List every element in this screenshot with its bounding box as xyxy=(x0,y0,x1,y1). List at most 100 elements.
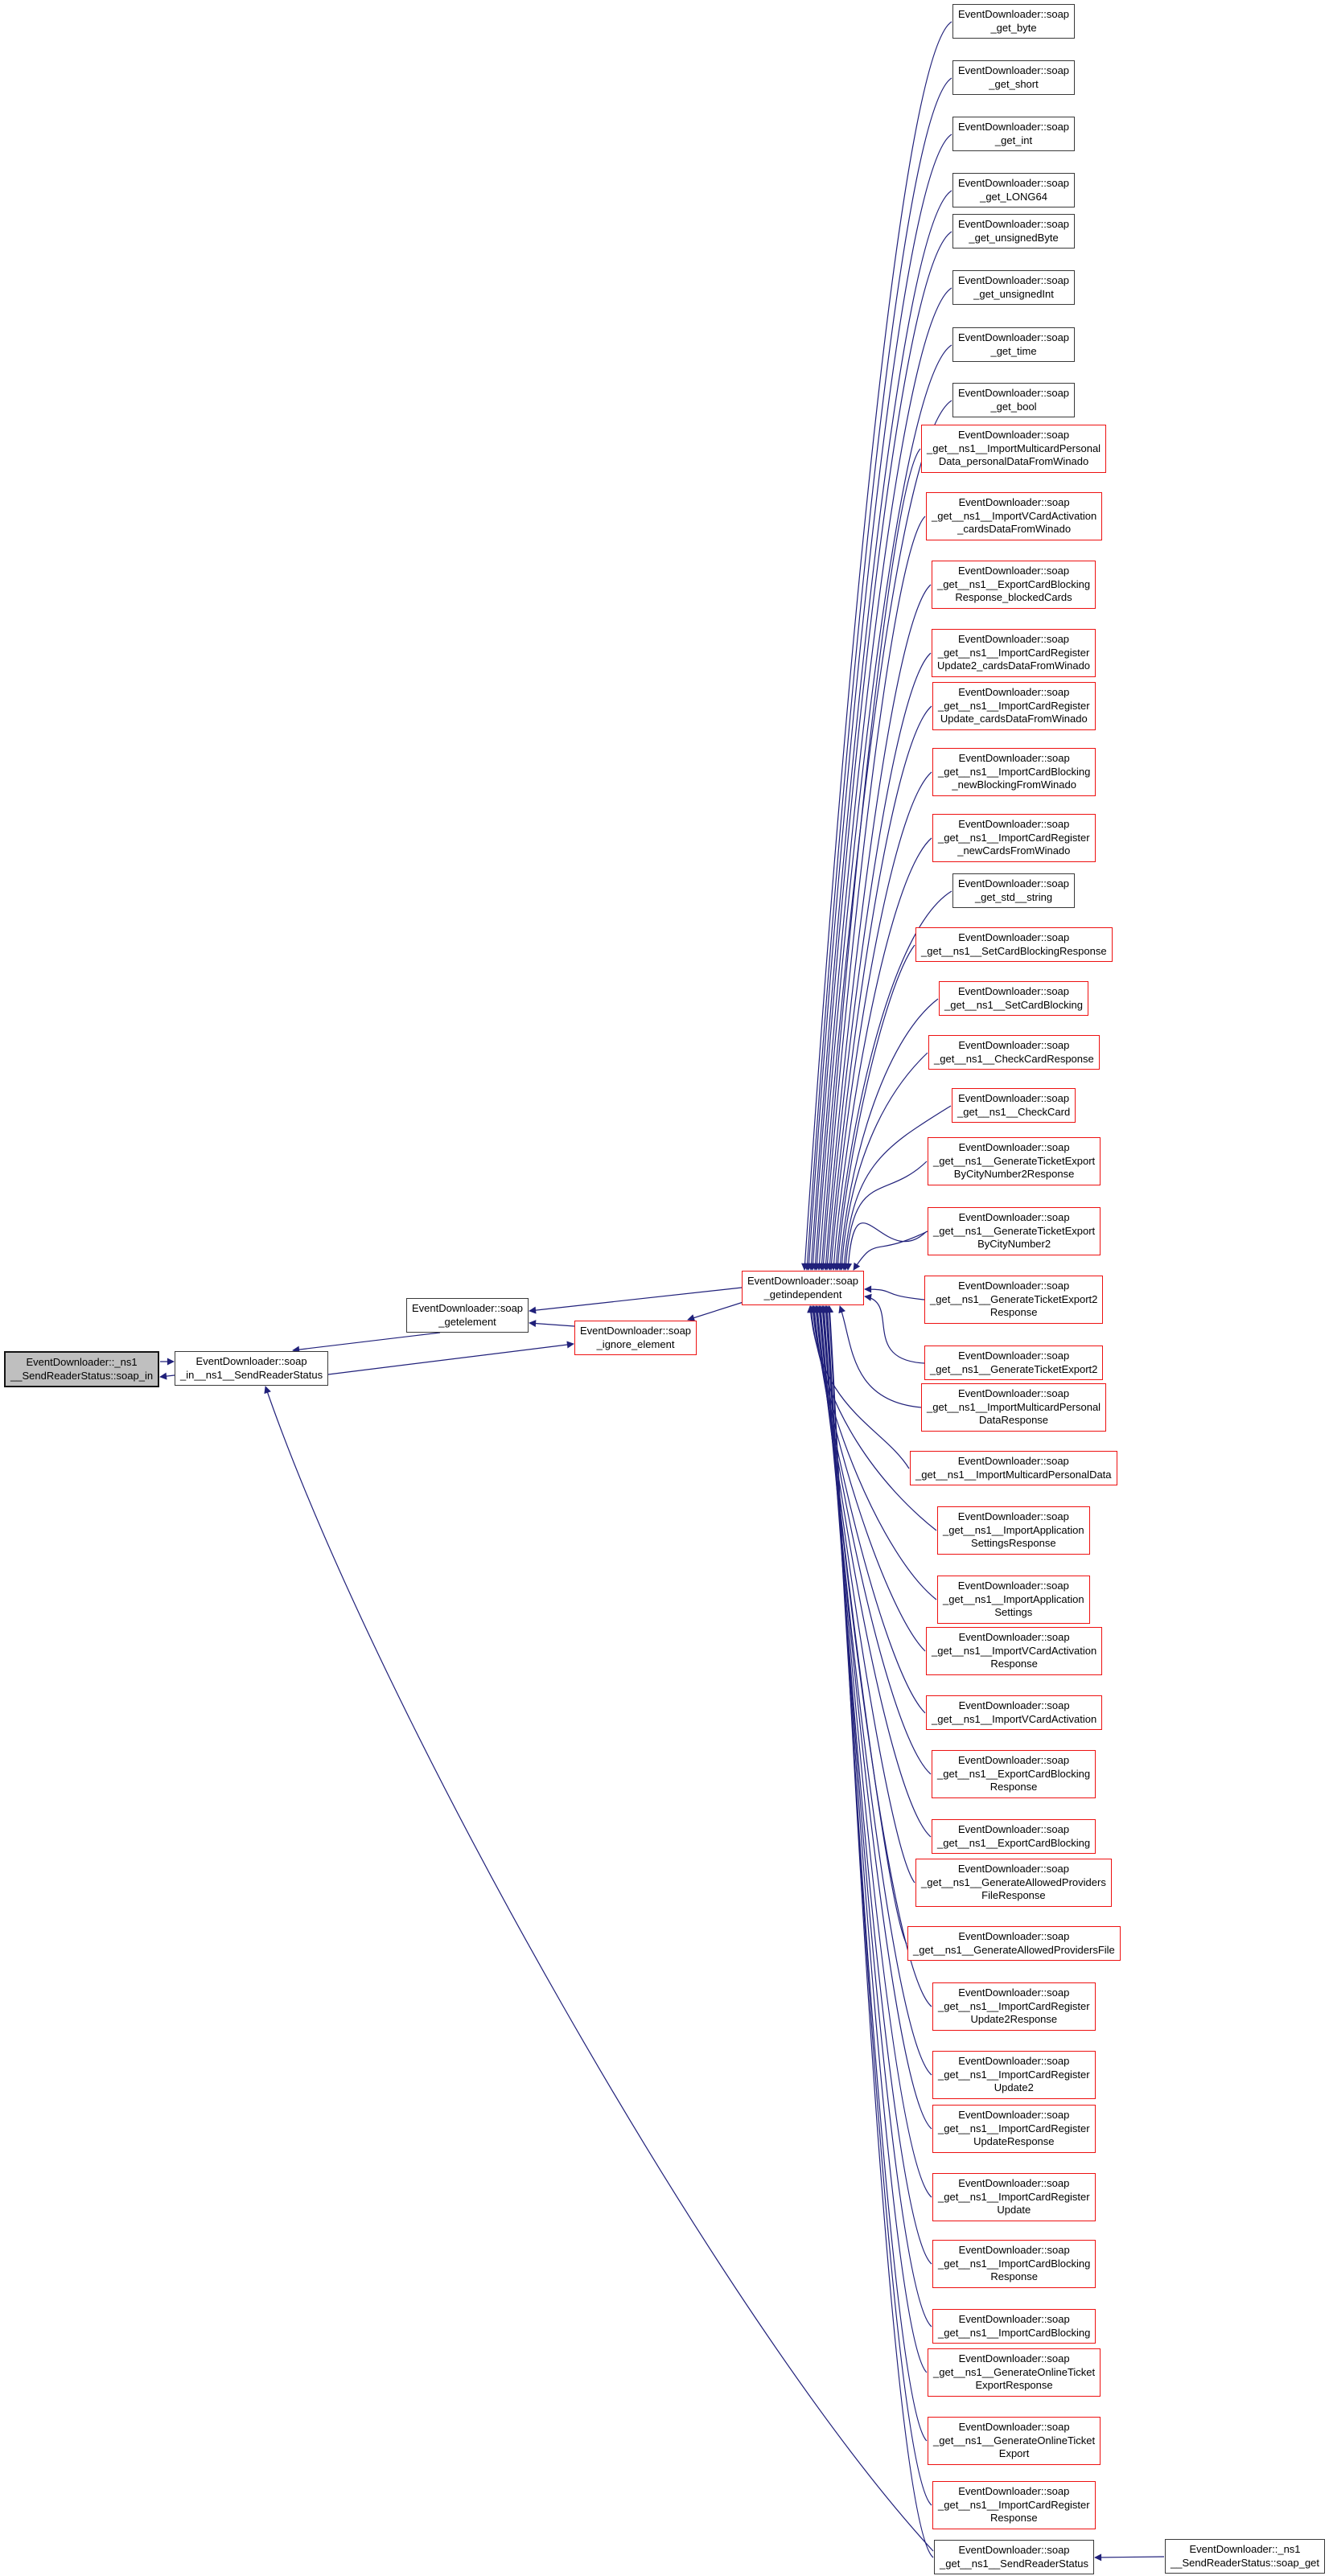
graph-node-label-line: _get__ns1__ImportMulticardPersonalData xyxy=(915,1468,1112,1481)
graph-node-label-line: _get_bool xyxy=(990,400,1037,413)
graph-node-eventdownloader-ns1-sendreaderstatus-soap-in[interactable]: EventDownloader::_ns1 __SendReaderStatus:… xyxy=(4,1351,160,1387)
graph-node-label-line: EventDownloader::soap xyxy=(958,121,1070,133)
graph-edge xyxy=(811,1305,926,1714)
graph-edge xyxy=(813,344,952,1271)
graph-edge xyxy=(805,134,952,1271)
graph-node-label-line: Settings xyxy=(994,1606,1033,1618)
graph-node-eventdownloader-soap-get-ns1-importapplicationsettings[interactable]: EventDownloader::soap _get__ns1__ImportAp… xyxy=(937,1576,1090,1624)
graph-node-label-line: _get__ns1__GenerateTicketExport xyxy=(933,1154,1096,1167)
graph-node-eventdownloader-soap-getindependent[interactable]: EventDownloader::soap _getindependent xyxy=(742,1271,865,1305)
graph-node-eventdownloader-soap-get-unsignedint[interactable]: EventDownloader::soap _get_unsignedInt xyxy=(952,270,1076,305)
graph-node-label-line: _get__ns1__ImportCardBlocking xyxy=(938,2326,1091,2339)
graph-node-label-line: EventDownloader::soap xyxy=(958,429,1070,441)
graph-edge xyxy=(825,1305,932,2506)
graph-node-eventdownloader-soap-get-ns1-generateonlineticketexportresponse[interactable]: EventDownloader::soap _get__ns1__Generate… xyxy=(928,2348,1101,2397)
graph-node-eventdownloader-soap-get-ns1-importvcardactivationresponse[interactable]: EventDownloader::soap _get__ns1__ImportVC… xyxy=(926,1627,1103,1675)
graph-node-eventdownloader-soap-get-ns1-importvcardactivation-cardsdatafromwinado[interactable]: EventDownloader::soap _get__ns1__ImportVC… xyxy=(926,492,1103,540)
graph-node-eventdownloader-soap-get-ns1-exportcardblockingresponse[interactable]: EventDownloader::soap _get__ns1__ExportCa… xyxy=(932,1750,1096,1798)
graph-node-label-line: EventDownloader::soap xyxy=(958,2544,1070,2556)
graph-node-eventdownloader-soap-get-ns1-exportcardblocking[interactable]: EventDownloader::soap _get__ns1__ExportCa… xyxy=(932,1819,1096,1854)
graph-node-label-line: EventDownloader::soap xyxy=(958,1699,1070,1711)
graph-node-eventdownloader-soap-get-time[interactable]: EventDownloader::soap _get_time xyxy=(952,327,1076,362)
graph-node-eventdownloader-ns1-sendreaderstatus-soap-get[interactable]: EventDownloader::_ns1 __SendReaderStatus:… xyxy=(1165,2539,1326,2574)
graph-edge xyxy=(529,1320,575,1328)
graph-edge xyxy=(853,1230,928,1271)
graph-node-eventdownloader-soap-get-ns1-generateticketexportbycitynumber2[interactable]: EventDownloader::soap _get__ns1__Generate… xyxy=(928,1207,1101,1255)
graph-node-eventdownloader-soap-get-ns1-importcardregister-newcardsfromwinado[interactable]: EventDownloader::soap _get__ns1__ImportCa… xyxy=(932,814,1096,862)
graph-node-label-line: _get_LONG64 xyxy=(980,190,1047,203)
graph-node-eventdownloader-soap-get-int[interactable]: EventDownloader::soap _get_int xyxy=(952,117,1076,151)
graph-node-label-line: _newBlockingFromWinado xyxy=(952,779,1076,791)
graph-node-eventdownloader-soap-get-ns1-generateticketexport2response[interactable]: EventDownloader::soap _get__ns1__Generate… xyxy=(924,1276,1104,1324)
graph-node-eventdownloader-soap-get-ns1-generateticketexport2[interactable]: EventDownloader::soap _get__ns1__Generate… xyxy=(924,1346,1104,1380)
graph-node-label-line: _get__ns1__ImportCardRegister xyxy=(938,831,1090,844)
graph-node-label-line: _get__ns1__ImportVCardActivation xyxy=(932,1644,1097,1657)
graph-node-eventdownloader-soap-get-ns1-sendreaderstatus[interactable]: EventDownloader::soap _get__ns1__SendRead… xyxy=(934,2540,1095,2574)
graph-node-eventdownloader-soap-get-ns1-generateallowedprovidersfile[interactable]: EventDownloader::soap _get__ns1__Generate… xyxy=(907,1926,1121,1961)
graph-node-eventdownloader-soap-get-ns1-generateallowedprovidersfileresponse[interactable]: EventDownloader::soap _get__ns1__Generate… xyxy=(915,1859,1112,1907)
graph-node-eventdownloader-soap-in-ns1-sendreaderstatus[interactable]: EventDownloader::soap _in__ns1__SendReade… xyxy=(175,1351,329,1386)
graph-node-eventdownloader-soap-get-ns1-importcardregisterupdate[interactable]: EventDownloader::soap _get__ns1__ImportCa… xyxy=(932,2173,1096,2221)
graph-node-label-line: EventDownloader::soap xyxy=(747,1275,859,1287)
graph-node-eventdownloader-soap-get-ns1-generateticketexportbycitynumber2response[interactable]: EventDownloader::soap _get__ns1__Generate… xyxy=(928,1137,1101,1185)
graph-node-eventdownloader-soap-get-long64[interactable]: EventDownloader::soap _get_LONG64 xyxy=(952,173,1076,207)
graph-node-eventdownloader-soap-get-ns1-generateonlineticketexport[interactable]: EventDownloader::soap _get__ns1__Generate… xyxy=(928,2417,1101,2465)
graph-node-label-line: _get__ns1__GenerateTicketExport xyxy=(933,1224,1096,1237)
graph-node-eventdownloader-soap-get-ns1-importmulticardpersonaldata-personaldatafromwinado[interactable]: EventDownloader::soap _get__ns1__ImportMu… xyxy=(921,425,1107,473)
graph-node-eventdownloader-soap-get-ns1-checkcardresponse[interactable]: EventDownloader::soap _get__ns1__CheckCar… xyxy=(928,1035,1100,1070)
graph-node-eventdownloader-soap-get-std-string[interactable]: EventDownloader::soap _get_std__string xyxy=(952,873,1076,908)
graph-node-label-line: EventDownloader::soap xyxy=(958,931,1070,943)
graph-node-label-line: _get__ns1__ImportCardRegister xyxy=(937,646,1090,659)
graph-node-eventdownloader-soap-ignore-element[interactable]: EventDownloader::soap _ignore_element xyxy=(574,1321,697,1355)
graph-node-label-line: EventDownloader::soap xyxy=(958,1280,1070,1292)
graph-edge xyxy=(814,1305,915,1884)
graph-node-eventdownloader-soap-get-ns1-importcardregisterupdate2response[interactable]: EventDownloader::soap _get__ns1__ImportCa… xyxy=(932,1982,1096,2031)
graph-node-eventdownloader-soap-get-ns1-importvcardactivation[interactable]: EventDownloader::soap _get__ns1__ImportVC… xyxy=(926,1695,1103,1730)
graph-node-label-line: EventDownloader::soap xyxy=(958,1211,1070,1223)
graph-node-eventdownloader-soap-get-ns1-importcardregisterupdateresponse[interactable]: EventDownloader::soap _get__ns1__ImportCa… xyxy=(932,2105,1096,2153)
graph-edge xyxy=(828,771,932,1271)
graph-node-label-line: _get__ns1__ImportApplication xyxy=(943,1592,1084,1605)
graph-node-eventdownloader-soap-get-ns1-importmulticardpersonaldata[interactable]: EventDownloader::soap _get__ns1__ImportMu… xyxy=(910,1451,1117,1485)
graph-node-eventdownloader-soap-get-ns1-importcardregisterresponse[interactable]: EventDownloader::soap _get__ns1__ImportCa… xyxy=(932,2481,1096,2529)
graph-node-eventdownloader-soap-get-short[interactable]: EventDownloader::soap _get_short xyxy=(952,60,1076,95)
graph-edge xyxy=(264,1386,934,2552)
graph-node-eventdownloader-soap-getelement[interactable]: EventDownloader::soap _getelement xyxy=(406,1298,529,1333)
graph-node-label-line: _get__ns1__ImportCardRegister xyxy=(938,2068,1090,2081)
graph-node-eventdownloader-soap-get-ns1-importmulticardpersonaldataresponse[interactable]: EventDownloader::soap _get__ns1__ImportMu… xyxy=(921,1383,1107,1432)
graph-node-eventdownloader-soap-get-ns1-setcardblocking[interactable]: EventDownloader::soap _get__ns1__SetCardB… xyxy=(939,981,1089,1016)
graph-node-eventdownloader-soap-get-byte[interactable]: EventDownloader::soap _get_byte xyxy=(952,4,1076,39)
graph-node-label-line: EventDownloader::soap xyxy=(958,496,1070,508)
graph-node-label-line: EventDownloader::soap xyxy=(958,1039,1070,1051)
graph-node-eventdownloader-soap-get-ns1-importcardregisterupdate2[interactable]: EventDownloader::soap _get__ns1__ImportCa… xyxy=(932,2051,1096,2099)
graph-node-label-line: EventDownloader::soap xyxy=(958,331,1070,343)
graph-node-label-line: _get__ns1__ImportCardRegister xyxy=(938,2190,1090,2203)
graph-node-eventdownloader-soap-get-ns1-exportcardblockingresponse-blockedcards[interactable]: EventDownloader::soap _get__ns1__ExportCa… xyxy=(932,561,1096,609)
graph-node-label-line: _get__ns1__ImportCardRegister xyxy=(938,2498,1090,2511)
graph-edge xyxy=(838,1305,922,1408)
graph-node-eventdownloader-soap-get-ns1-importcardblocking[interactable]: EventDownloader::soap _get__ns1__ImportCa… xyxy=(932,2309,1096,2344)
graph-node-label-line: EventDownloader::soap xyxy=(412,1302,524,1314)
graph-node-eventdownloader-soap-get-bool[interactable]: EventDownloader::soap _get_bool xyxy=(952,383,1076,417)
graph-edge xyxy=(822,584,932,1271)
graph-node-label-line: _get__ns1__GenerateAllowedProviders xyxy=(921,1876,1106,1888)
graph-node-label-line: _get__ns1__GenerateTicketExport2 xyxy=(930,1362,1098,1375)
graph-node-label-line: _get_time xyxy=(990,344,1037,357)
graph-node-label-line: EventDownloader::soap xyxy=(958,752,1070,764)
graph-node-eventdownloader-soap-get-ns1-setcardblockingresponse[interactable]: EventDownloader::soap _get__ns1__SetCardB… xyxy=(915,927,1113,962)
graph-node-eventdownloader-soap-get-ns1-importcardregisterupdate-cardsdatafromwinado[interactable]: EventDownloader::soap _get__ns1__ImportCa… xyxy=(932,682,1096,730)
graph-edge xyxy=(809,231,952,1271)
graph-node-eventdownloader-soap-get-unsignedbyte[interactable]: EventDownloader::soap _get_unsignedByte xyxy=(952,214,1076,249)
graph-node-label-line: Response xyxy=(990,2512,1038,2524)
graph-node-label-line: __SendReaderStatus::soap_in xyxy=(10,1369,154,1382)
graph-edge xyxy=(826,1305,934,2558)
graph-node-eventdownloader-soap-get-ns1-importapplicationsettingsresponse[interactable]: EventDownloader::soap _get__ns1__ImportAp… xyxy=(937,1506,1090,1555)
graph-node-eventdownloader-soap-get-ns1-importcardblockingresponse[interactable]: EventDownloader::soap _get__ns1__ImportCa… xyxy=(932,2240,1096,2288)
graph-edge xyxy=(292,1332,441,1354)
graph-node-eventdownloader-soap-get-ns1-importcardregisterupdate2-cardsdatafromwinado[interactable]: EventDownloader::soap _get__ns1__ImportCa… xyxy=(932,629,1096,677)
graph-node-eventdownloader-soap-get-ns1-importcardblocking-newblockingfromwinado[interactable]: EventDownloader::soap _get__ns1__ImportCa… xyxy=(932,748,1096,796)
graph-node-label-line: _get__ns1__GenerateOnlineTicket xyxy=(933,2434,1096,2447)
graph-edge xyxy=(804,77,952,1271)
graph-node-eventdownloader-soap-get-ns1-checkcard[interactable]: EventDownloader::soap _get__ns1__CheckCar… xyxy=(952,1088,1076,1123)
graph-node-label-line: EventDownloader::soap xyxy=(958,1754,1070,1766)
